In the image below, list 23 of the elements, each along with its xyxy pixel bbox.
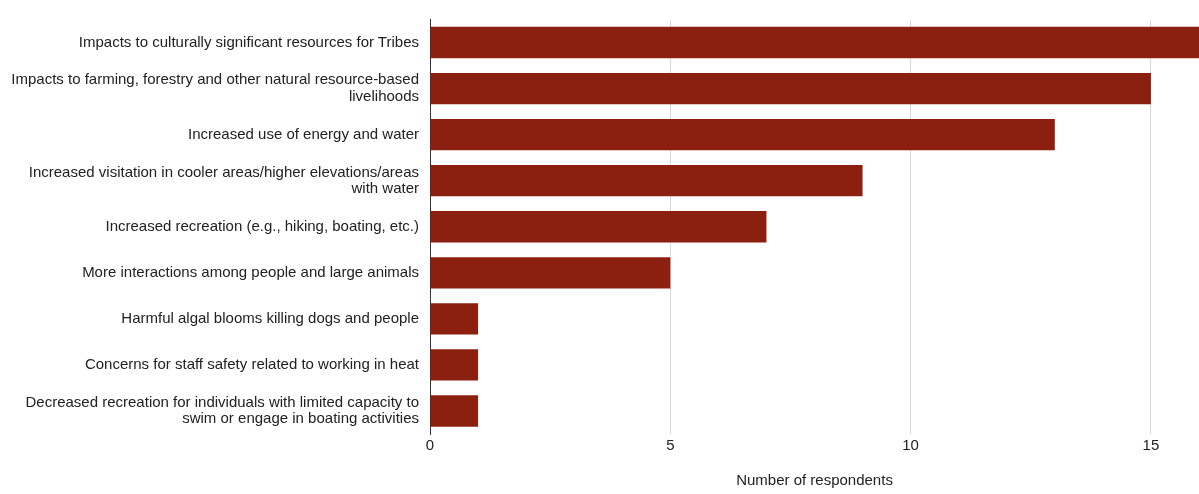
bar	[430, 26, 1199, 59]
y-tick-label: Increased visitation in cooler areas/higher elevations/areas with water	[28, 162, 419, 197]
y-tick-label: Increased recreation (e.g., hiking, boating, etc.)	[105, 216, 419, 234]
y-tick-label: Harmful algal blooms killing dogs and people	[121, 309, 419, 326]
y-tick-label: Impacts to farming, forestry and other natural resource-based livelihoods	[11, 70, 419, 104]
y-tick-label: Impacts to culturally significant resources for Tribes	[78, 32, 419, 50]
bar	[430, 118, 1055, 151]
bar	[430, 303, 479, 335]
bar	[430, 72, 1151, 105]
bar	[430, 257, 671, 289]
x-tick-label: 0	[425, 436, 435, 454]
bar	[430, 211, 767, 243]
bar	[430, 165, 863, 197]
x-axis-title: Number of respondents	[736, 471, 893, 489]
bar	[430, 349, 479, 381]
bar	[430, 395, 479, 427]
x-tick-label: 10	[902, 436, 919, 454]
x-tick-label: 15	[1142, 436, 1160, 454]
y-tick-label: More interactions among people and large animals	[82, 262, 419, 280]
y-tick-label: Concerns for staff safety related to working in heat	[84, 355, 420, 373]
x-tick-label: 5	[666, 436, 675, 454]
y-tick-label: Decreased recreation for individuals with limited capacity to swim or engage in boating activities	[25, 392, 419, 427]
y-tick-label: Increased use of energy and water	[188, 124, 419, 142]
